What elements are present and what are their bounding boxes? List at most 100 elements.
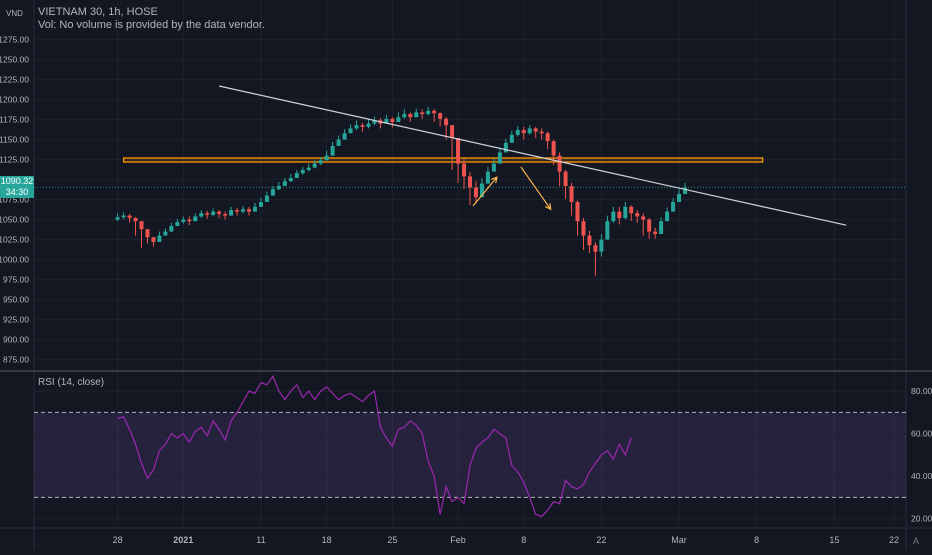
time-tick-label: 2021 <box>173 535 193 545</box>
candle-body <box>276 186 281 190</box>
candle-body <box>545 133 550 142</box>
candle-body <box>396 117 401 122</box>
candle-body <box>348 128 353 134</box>
symbol-title[interactable]: VIETNAM 30, 1h, HOSE <box>38 6 158 18</box>
candle-body <box>169 226 174 232</box>
candle-body <box>372 120 377 124</box>
candle-body <box>611 211 616 222</box>
candle-body <box>312 163 317 168</box>
rsi-tick-label: 20.00 <box>911 514 932 524</box>
candle-body <box>473 187 478 198</box>
rsi-band <box>34 412 906 498</box>
candle-body <box>635 213 640 217</box>
time-tick-label: Feb <box>450 535 466 545</box>
price-tick-label: 925.00 <box>3 315 29 325</box>
candle-body <box>199 213 204 217</box>
candle-body <box>587 235 592 246</box>
candle-body <box>551 141 556 156</box>
candle-body <box>515 130 520 135</box>
time-tick-label: 8 <box>754 535 759 545</box>
candle-body <box>324 155 329 161</box>
rsi-title[interactable]: RSI (14, close) <box>38 377 105 388</box>
price-tick-label: 1175.00 <box>0 115 29 125</box>
candle-body <box>569 186 574 202</box>
candle-body <box>527 128 532 134</box>
candle-body <box>426 110 431 114</box>
candle-body <box>151 237 156 242</box>
candle-body <box>115 217 120 220</box>
candle-body <box>641 216 646 220</box>
candle-body <box>665 211 670 222</box>
candle-body <box>402 114 407 118</box>
candle-body <box>444 118 449 126</box>
candle-body <box>175 222 180 226</box>
candle-body <box>653 231 658 234</box>
candle-body <box>629 206 634 214</box>
candle-body <box>623 206 628 218</box>
time-tick-label: 11 <box>256 535 265 545</box>
time-tick-label: Mar <box>671 535 687 545</box>
candle-body <box>366 123 371 127</box>
candle-body <box>300 170 305 174</box>
candle-body <box>432 110 437 114</box>
candle-body <box>270 189 275 196</box>
projection-arrow-head <box>491 176 498 184</box>
candle-body <box>205 213 210 215</box>
candle-body <box>533 128 538 132</box>
candle-body <box>258 202 263 207</box>
price-tick-label: 1125.00 <box>0 155 29 165</box>
time-tick-label: 18 <box>322 535 332 545</box>
candle-body <box>671 202 676 212</box>
price-tick-label: 1000.00 <box>0 255 29 265</box>
candle-body <box>503 142 508 153</box>
projection-arrow <box>472 176 498 207</box>
candle-body <box>121 215 126 218</box>
candle-body <box>420 112 425 114</box>
candle-body <box>659 221 664 234</box>
candle-body <box>647 219 652 232</box>
candle-body <box>252 206 257 212</box>
candle-body <box>306 167 311 170</box>
price-tick-label: 875.00 <box>3 355 29 365</box>
candle-body <box>456 138 461 164</box>
candle-body <box>414 112 419 118</box>
candle-body <box>181 219 186 222</box>
rsi-line <box>117 375 632 518</box>
candle-body <box>491 163 496 172</box>
time-tick-label: 28 <box>113 535 123 545</box>
candle-body <box>438 113 443 119</box>
candle-body <box>145 229 150 238</box>
candle-body <box>193 216 198 222</box>
time-tick-label: 15 <box>829 535 839 545</box>
candle-body <box>336 139 341 146</box>
candle-body <box>163 231 168 236</box>
time-tick-label: 25 <box>387 535 397 545</box>
rsi-tick-label: 40.00 <box>911 471 932 481</box>
candle-body <box>241 209 246 212</box>
candle-body <box>330 146 335 156</box>
candle-body <box>318 160 323 164</box>
candle-body <box>187 219 192 222</box>
countdown-tag: 34:30 <box>0 187 34 199</box>
price-tick-label: 950.00 <box>3 295 29 305</box>
currency-label: VND <box>6 9 23 18</box>
candle-body <box>282 181 287 186</box>
candle-body <box>223 214 228 216</box>
time-tick-label: 22 <box>889 535 899 545</box>
time-tick-label: 22 <box>596 535 606 545</box>
candle-body <box>557 155 562 172</box>
candle-body <box>229 210 234 216</box>
candle-body <box>139 221 144 230</box>
price-tick-label: 975.00 <box>3 275 29 285</box>
candle-body <box>575 202 580 222</box>
candle-body <box>497 152 502 164</box>
auto-scale-button[interactable]: A <box>913 536 920 546</box>
price-tick-label: 1150.00 <box>0 135 29 145</box>
price-tick-label: 1200.00 <box>0 95 29 105</box>
candle-body <box>509 134 514 143</box>
candle-body <box>342 133 347 140</box>
candle-body <box>294 173 299 178</box>
candle-body <box>521 130 526 134</box>
